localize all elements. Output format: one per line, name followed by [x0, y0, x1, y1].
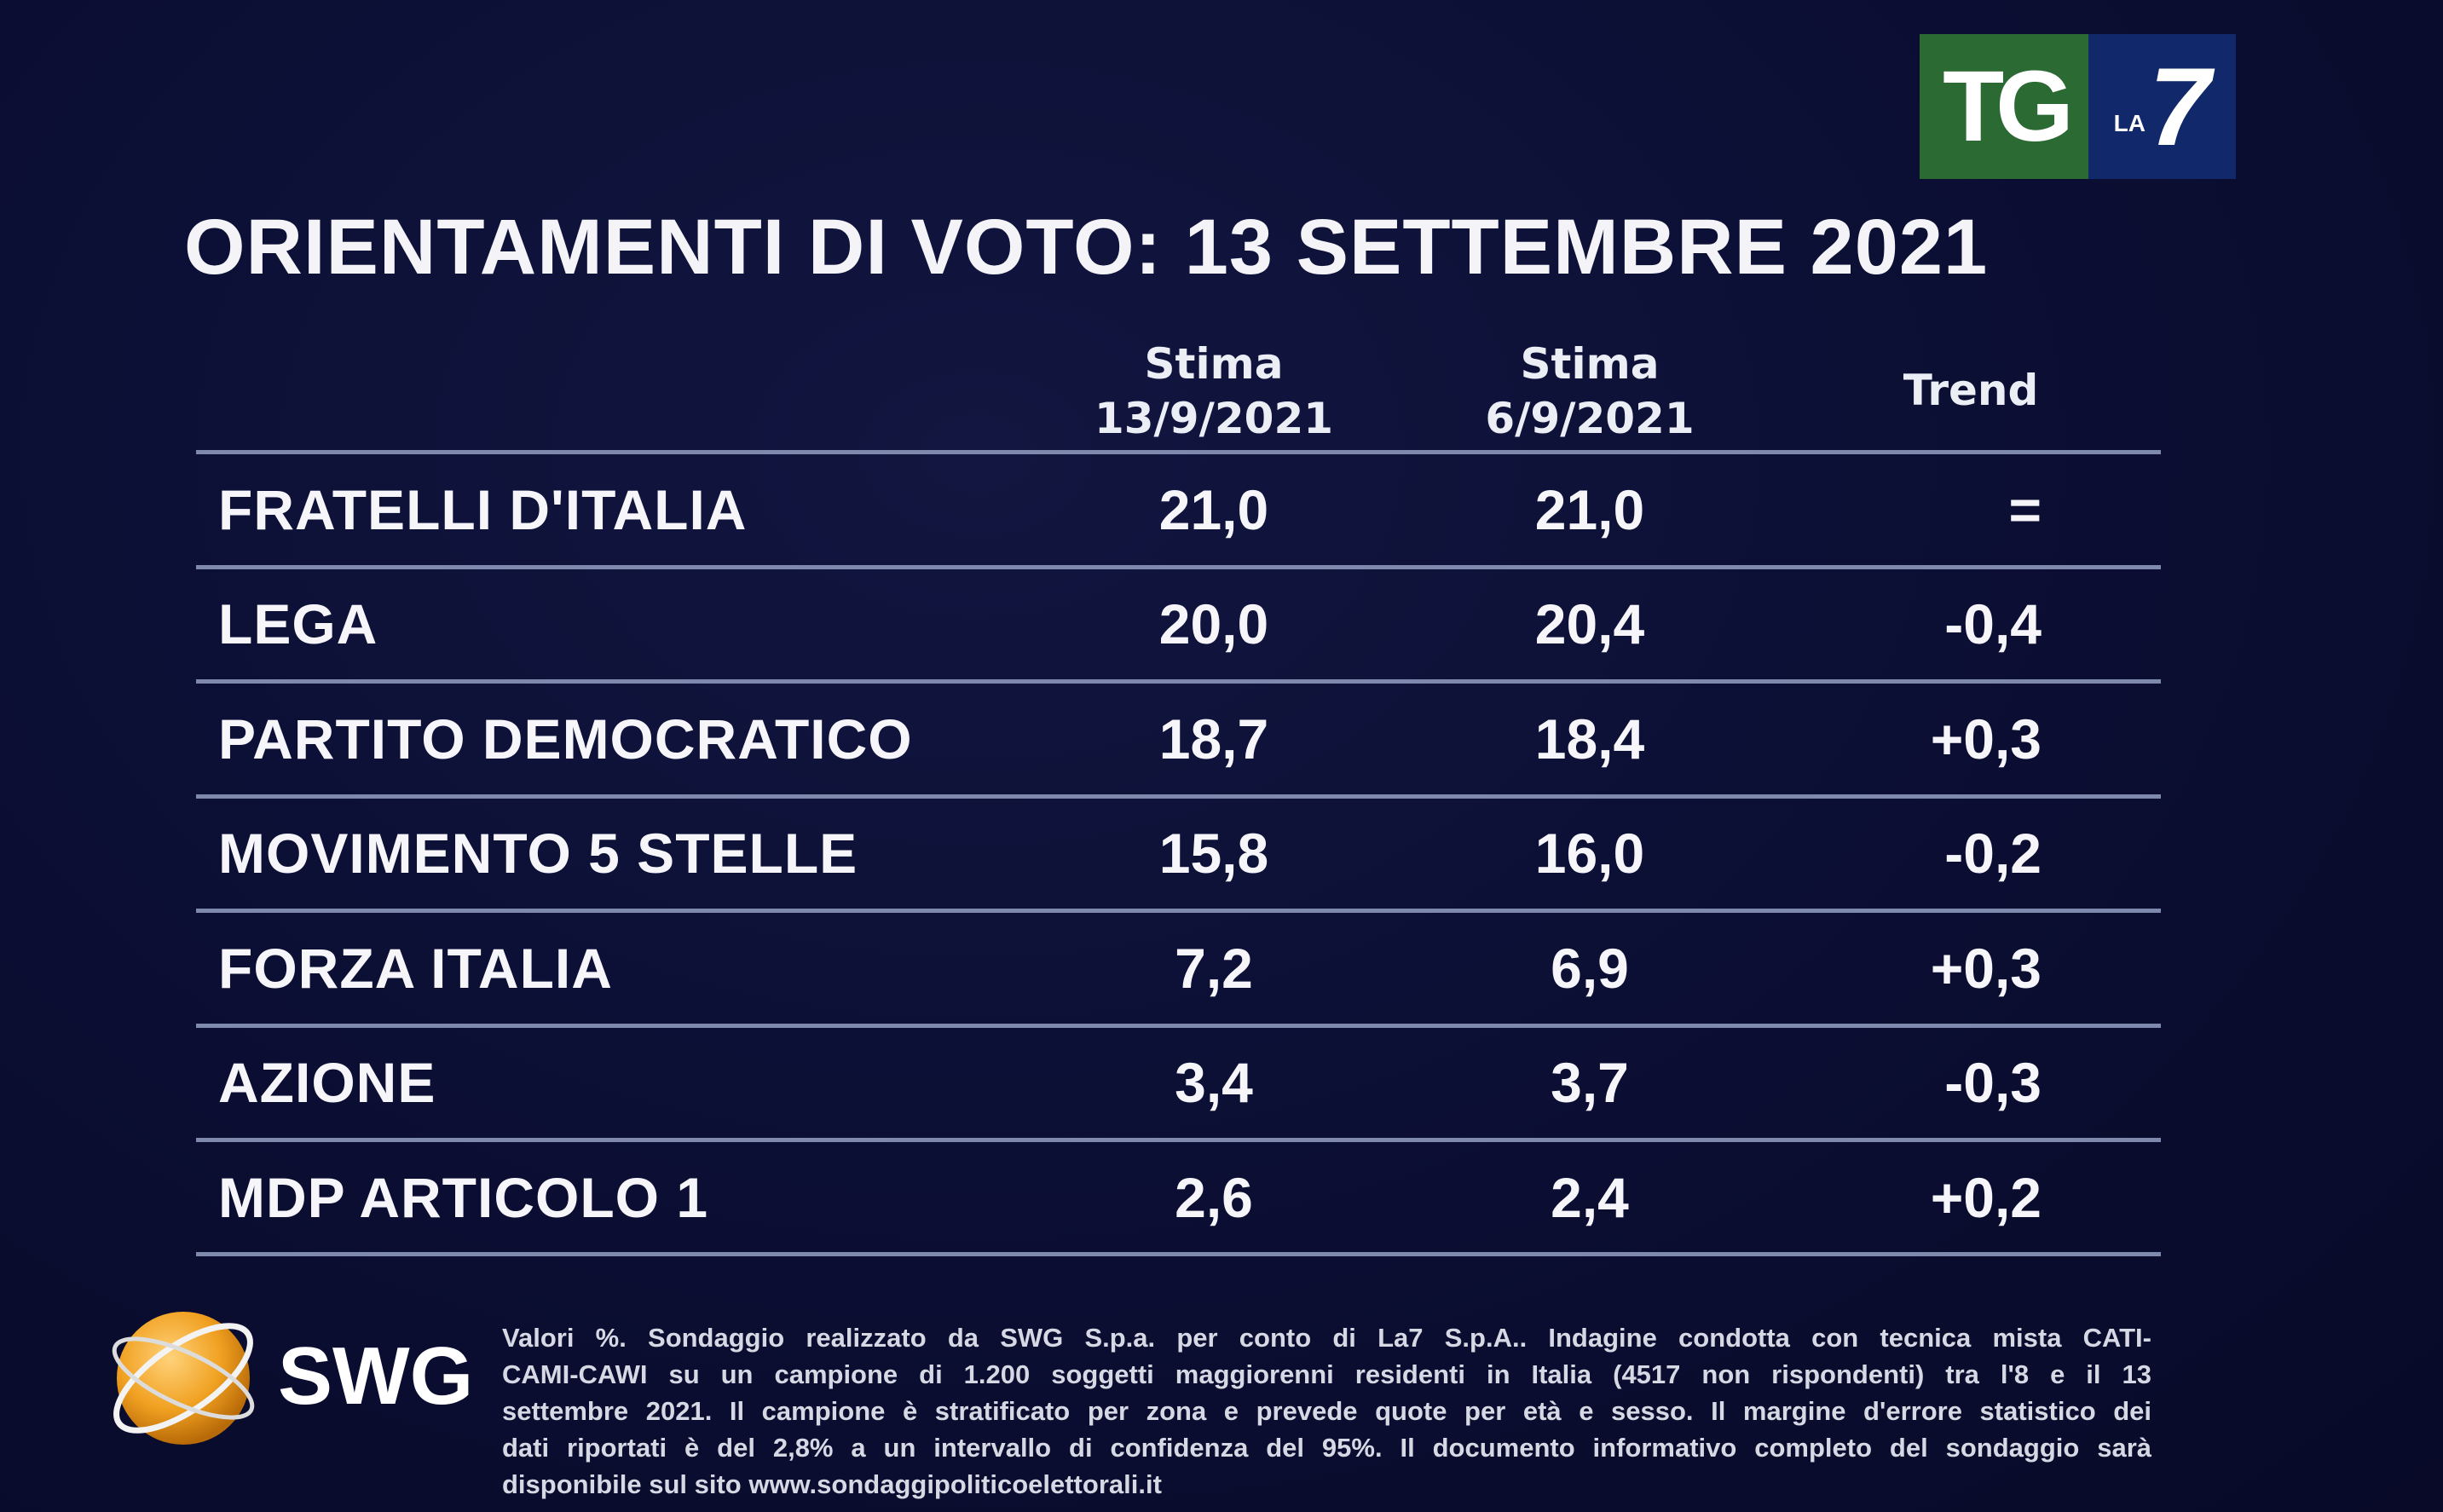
party-name: FRATELLI D'ITALIA [218, 477, 748, 541]
estimate-6-9: 20,4 [1534, 592, 1645, 655]
header-stima-6-9: Stima 6/9/2021 [1419, 337, 1760, 446]
header-date: 6/9/2021 [1485, 394, 1695, 443]
trend-value: -0,2 [1944, 822, 2042, 885]
header-date: 13/9/2021 [1094, 394, 1334, 443]
party-name: FORZA ITALIA [218, 936, 613, 1000]
footer-line: dati riportati è del 2,8% a un intervall… [502, 1433, 2151, 1463]
poll-table: FRATELLI D'ITALIA 21,0 21,0 = LEGA 20,0 20,4 -0… [196, 450, 2161, 1256]
table-row: AZIONE 3,4 3,7 -0,3 [196, 1023, 2161, 1139]
party-name: AZIONE [218, 1051, 436, 1114]
estimate-13-9: 18,7 [1158, 707, 1269, 770]
table-row: MDP ARTICOLO 1 2,6 2,4 +0,2 [196, 1138, 2161, 1256]
trend-value: +0,2 [1930, 1165, 2042, 1229]
estimate-13-9: 3,4 [1175, 1051, 1253, 1114]
table-row: MOVIMENTO 5 STELLE 15,8 16,0 -0,2 [196, 794, 2161, 909]
party-name: LEGA [218, 592, 378, 655]
trend-value: -0,4 [1944, 592, 2042, 655]
estimate-13-9: 21,0 [1158, 477, 1269, 541]
header-label: Stima [1520, 339, 1660, 389]
footer-line: CAMI-CAWI su un campione di 1.200 sogget… [502, 1359, 2151, 1389]
estimate-13-9: 15,8 [1158, 822, 1269, 885]
party-name: MDP ARTICOLO 1 [218, 1165, 709, 1229]
page-title: ORIENTAMENTI DI VOTO: 13 SETTEMBRE 2021 [184, 204, 1989, 291]
header-stima-13-9: Stima 13/9/2021 [1043, 337, 1384, 446]
estimate-6-9: 6,9 [1551, 936, 1629, 1000]
la7-logo-la: LA [2113, 110, 2146, 136]
estimate-13-9: 7,2 [1175, 936, 1253, 1000]
estimate-6-9: 16,0 [1534, 822, 1645, 885]
party-name: MOVIMENTO 5 STELLE [218, 822, 858, 885]
party-name: PARTITO DEMOCRATICO [218, 707, 913, 770]
estimate-13-9: 20,0 [1158, 592, 1269, 655]
globe-icon [112, 1312, 255, 1445]
footer-line: settembre 2021. Il campione è stratifica… [502, 1396, 2151, 1426]
footer-line: Valori %. Sondaggio realizzato da SWG S.… [502, 1323, 2151, 1353]
header-label: Stima [1144, 339, 1284, 389]
trend-value: -0,3 [1944, 1051, 2042, 1114]
estimate-6-9: 18,4 [1534, 707, 1645, 770]
la7-logo: LA 7 [2088, 34, 2236, 179]
tg-logo: TG [1920, 34, 2088, 179]
header-trend: Trend [1903, 366, 2039, 415]
la7-logo-seven: 7 [2149, 44, 2211, 169]
table-row: FORZA ITALIA 7,2 6,9 +0,3 [196, 909, 2161, 1024]
table-row: FRATELLI D'ITALIA 21,0 21,0 = [196, 450, 2161, 565]
footer-line: disponibile sul sito www.sondaggipolitic… [502, 1469, 1162, 1499]
swg-logo-text: SWG [278, 1330, 474, 1422]
trend-value: +0,3 [1930, 936, 2042, 1000]
trend-value: +0,3 [1930, 707, 2042, 770]
trend-value: = [2008, 477, 2042, 541]
estimate-6-9: 21,0 [1534, 477, 1645, 541]
estimate-6-9: 2,4 [1551, 1165, 1629, 1229]
estimate-13-9: 2,6 [1175, 1165, 1253, 1229]
footer-disclaimer: Valori %. Sondaggio realizzato da SWG S.… [502, 1319, 2151, 1503]
table-row: LEGA 20,0 20,4 -0,4 [196, 564, 2161, 680]
estimate-6-9: 3,7 [1551, 1051, 1629, 1114]
table-row: PARTITO DEMOCRATICO 18,7 18,4 +0,3 [196, 679, 2161, 794]
